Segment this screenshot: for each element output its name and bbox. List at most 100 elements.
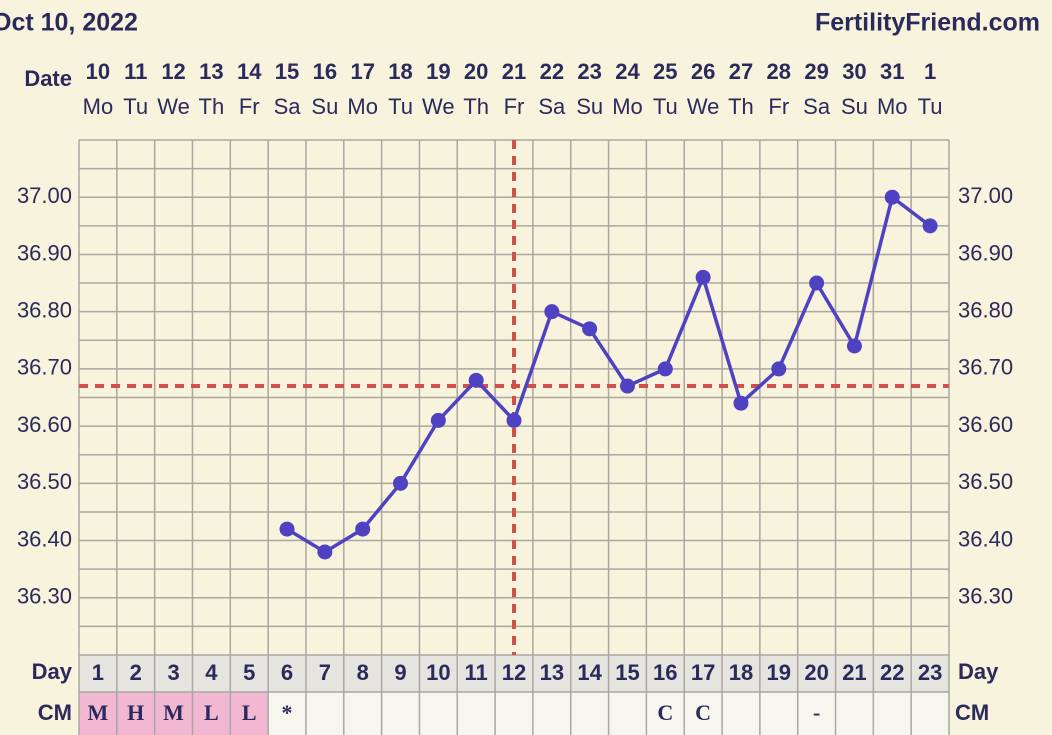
weekday-label: Su [841,94,868,119]
weekday-label: Fr [239,94,260,119]
date-label: 17 [350,59,374,84]
temperature-point [619,378,635,394]
date-label: 15 [275,59,299,84]
temperature-point [355,521,371,537]
y-tick-label: 36.30 [17,584,72,609]
cycle-day-label: 11 [465,660,488,685]
temperature-line [286,194,932,555]
cm-label: H [127,700,144,725]
cm-label: M [163,700,184,725]
y-tick-label: 36.70 [17,355,72,380]
cycle-day-label: 23 [918,660,942,685]
cycle-day-label: 9 [394,660,406,685]
temperature-point [884,189,900,205]
y-tick-label: 36.50 [17,469,72,494]
weekday-label: Fr [768,94,789,119]
source: FertilityFriend.com [815,9,1040,37]
cycle-day-label: 16 [653,660,677,685]
y-tick-label-right: 36.90 [958,240,1013,265]
cycle-day-label: 3 [167,660,179,685]
y-tick-label-right: 36.30 [958,584,1013,609]
cycle-day-label: 21 [842,660,866,685]
day-row-bg [79,655,949,692]
cycle-day-label: 22 [880,660,904,685]
cycle-day-label: 2 [130,660,142,685]
temperature-point [468,372,484,388]
date-label: 21 [502,59,526,84]
cycle-day-label: 13 [540,660,564,685]
cycle-day-label: 20 [804,660,828,685]
weekday-label: Sa [538,94,566,119]
weekday-label: Tu [653,94,678,119]
weekday-label: Tu [918,94,943,119]
temperature-point [544,304,560,320]
cycle-day-label: 10 [426,660,450,685]
cycle-day-label: 8 [357,660,369,685]
cycle-day-label: 6 [281,660,293,685]
chart-title: Oct 10, 2022 [0,9,138,37]
day-label: Day [32,659,73,684]
weekday-label: Th [463,94,489,119]
date-label: 20 [464,59,488,84]
date-label: 11 [124,59,147,84]
temperature-point [809,275,825,291]
y-tick-label-right: 37.00 [958,183,1013,208]
weekday-label: Th [199,94,225,119]
temperature-point [582,321,598,337]
temperature-point [279,521,295,537]
cm-label: C [657,700,673,725]
cm-label: C [695,700,711,725]
weekday-label: Su [576,94,603,119]
y-tick-label: 36.80 [17,297,72,322]
temperature-point [430,412,446,428]
date-label: 28 [767,59,791,84]
date-label: 26 [691,59,715,84]
cm-label: L [242,700,257,725]
y-tick-label: 37.00 [17,183,72,208]
date-label: 27 [729,59,753,84]
weekday-label: We [422,94,455,119]
weekday-label: Sa [274,94,302,119]
temperature-point [771,361,787,377]
temperature-point [733,395,749,411]
date-label: 16 [313,59,337,84]
cycle-day-label: 17 [691,660,715,685]
y-tick-label-right: 36.40 [958,526,1013,551]
cm-highlight [116,692,155,735]
date-label: 29 [804,59,828,84]
cycle-day-label: 15 [615,660,639,685]
date-label: 10 [86,59,110,84]
y-tick-label-right: 36.50 [958,469,1013,494]
day-label-right: Day [958,659,999,684]
cycle-day-label: 12 [502,660,526,685]
cm-highlight [230,692,269,735]
weekday-label: Mo [83,94,114,119]
cm-highlight [154,692,193,735]
weekday-label: Tu [388,94,413,119]
weekday-label: Mo [877,94,908,119]
cycle-day-label: 5 [243,660,255,685]
date-label: 30 [842,59,866,84]
date-label: Date [24,66,72,91]
date-label: 12 [161,59,185,84]
weekday-label: Mo [612,94,643,119]
cm-label: CM [38,700,72,725]
temperature-point [922,218,938,234]
cm-label: L [204,700,219,725]
date-label: 25 [653,59,677,84]
cm-label: M [88,700,109,725]
y-tick-label-right: 36.70 [958,355,1013,380]
date-label: 22 [540,59,564,84]
cm-label: - [813,700,820,725]
date-label: 24 [615,59,640,84]
weekday-label: Mo [347,94,378,119]
date-label: 1 [924,59,936,84]
cycle-day-label: 1 [92,660,104,685]
weekday-label: Fr [504,94,525,119]
weekday-label: We [687,94,720,119]
y-tick-label: 36.60 [17,412,72,437]
cm-highlight [79,692,117,735]
cycle-day-label: 18 [729,660,753,685]
temperature-point [695,269,711,285]
